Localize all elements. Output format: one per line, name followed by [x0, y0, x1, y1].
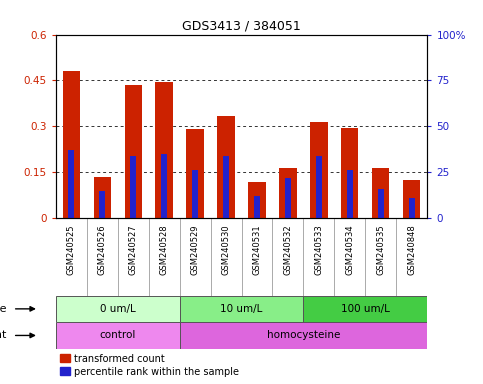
- Bar: [217, 116, 235, 218]
- Bar: [99, 191, 105, 218]
- Bar: [410, 198, 414, 218]
- Text: 100 um/L: 100 um/L: [341, 304, 390, 314]
- Text: control: control: [99, 331, 136, 341]
- Bar: [192, 170, 198, 218]
- Text: GSM240525: GSM240525: [67, 224, 75, 275]
- Bar: [224, 156, 228, 218]
- Bar: [316, 156, 322, 218]
- Bar: [255, 196, 259, 218]
- Text: GSM240528: GSM240528: [159, 224, 169, 275]
- Bar: [180, 296, 303, 322]
- Bar: [156, 82, 172, 218]
- Bar: [130, 156, 136, 218]
- Text: GSM240526: GSM240526: [98, 224, 107, 275]
- Bar: [69, 150, 73, 218]
- Bar: [341, 128, 358, 218]
- Bar: [56, 322, 180, 349]
- Bar: [280, 168, 297, 218]
- Text: GSM240535: GSM240535: [376, 224, 385, 275]
- Bar: [125, 85, 142, 218]
- Bar: [372, 168, 389, 218]
- Bar: [285, 178, 291, 218]
- Bar: [248, 182, 266, 218]
- Bar: [403, 180, 421, 218]
- Bar: [303, 296, 427, 322]
- Title: GDS3413 / 384051: GDS3413 / 384051: [182, 19, 301, 32]
- Text: agent: agent: [0, 331, 7, 341]
- Bar: [94, 177, 111, 218]
- Text: homocysteine: homocysteine: [267, 331, 340, 341]
- Bar: [311, 122, 327, 218]
- Text: GSM240533: GSM240533: [314, 224, 324, 275]
- Bar: [180, 322, 427, 349]
- Text: GSM240848: GSM240848: [408, 224, 416, 275]
- Text: GSM240527: GSM240527: [128, 224, 138, 275]
- Bar: [378, 189, 384, 218]
- Text: dose: dose: [0, 304, 7, 314]
- Text: GSM240534: GSM240534: [345, 224, 355, 275]
- Text: GSM240529: GSM240529: [190, 224, 199, 275]
- Text: GSM240530: GSM240530: [222, 224, 230, 275]
- Bar: [56, 296, 180, 322]
- Text: GSM240531: GSM240531: [253, 224, 261, 275]
- Text: 0 um/L: 0 um/L: [99, 304, 135, 314]
- Bar: [62, 71, 80, 218]
- Bar: [186, 129, 203, 218]
- Text: GSM240532: GSM240532: [284, 224, 293, 275]
- Text: 10 um/L: 10 um/L: [220, 304, 263, 314]
- Bar: [161, 154, 167, 218]
- Legend: transformed count, percentile rank within the sample: transformed count, percentile rank withi…: [60, 354, 239, 377]
- Bar: [347, 170, 353, 218]
